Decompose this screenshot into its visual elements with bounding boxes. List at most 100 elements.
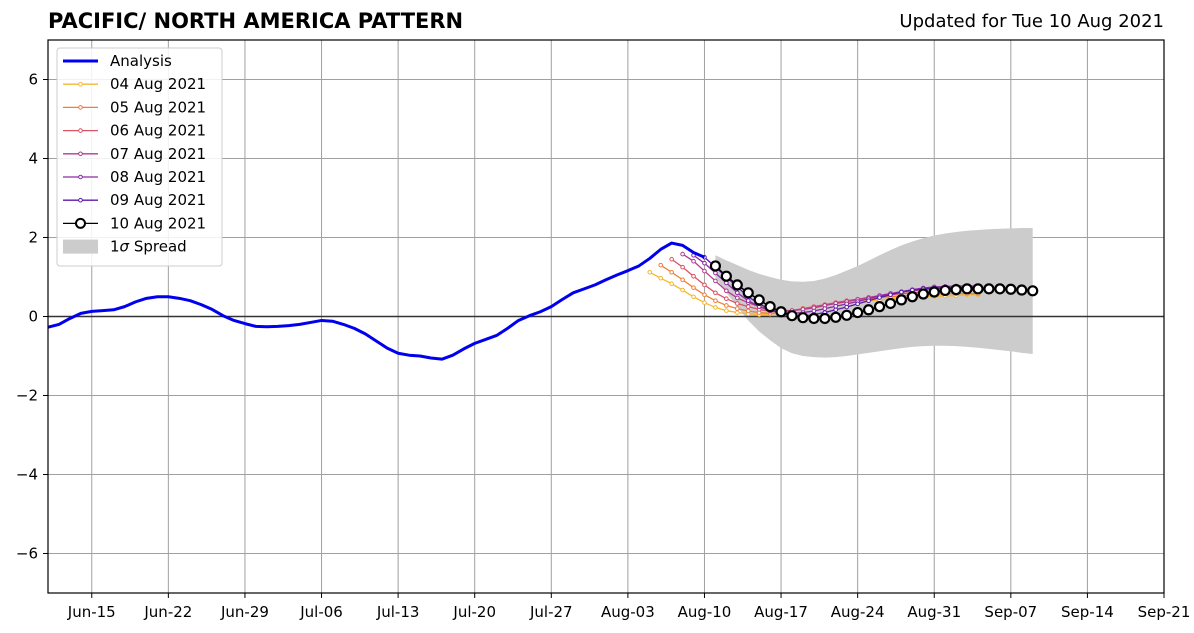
data-point [844,304,850,310]
legend-marker [78,105,83,110]
data-point [841,309,853,321]
data-point [702,268,707,274]
data-point [855,301,860,307]
spread-band [715,228,1033,358]
legend: Analysis 04 Aug 2021 05 Aug 2021 06 Aug 202… [56,47,223,267]
legend-label: 08 Aug 2021 [110,168,206,186]
y-tick-label: 2 [28,229,38,247]
series-line [682,253,979,312]
data-point [775,306,787,318]
legend-label: 1σ Spread [110,238,187,256]
data-point [734,295,740,301]
y-axis: −6 −4 −2 0 2 4 6 [16,71,48,563]
data-point [917,288,929,300]
legend-item-07-aug-2021: 07 Aug 2021 [63,145,206,163]
x-tick-label: Jun-22 [143,603,192,621]
data-point [724,308,729,313]
x-tick-label: Jul-20 [452,603,496,621]
data-point [745,298,751,304]
legend-item-spread: 1σ Spread [63,238,187,256]
data-point [786,310,798,322]
data-point [808,312,820,325]
data-point [724,296,729,302]
legend-label: 09 Aug 2021 [110,191,206,209]
data-point [709,260,722,272]
data-point [734,290,740,296]
legend-item-06-aug-2021: 06 Aug 2021 [63,122,206,140]
legend-swatch [63,239,98,254]
y-tick-label: 0 [28,308,38,326]
x-tick-label: Jul-13 [376,603,420,621]
data-point [713,298,718,304]
data-point [669,269,674,275]
legend-label: 06 Aug 2021 [110,122,206,140]
x-tick-label: Sep-07 [984,603,1037,621]
data-point [884,297,897,310]
analysis-series [47,241,706,361]
data-point [691,258,696,264]
data-point [822,306,828,311]
x-tick-label: Jul-27 [529,603,573,621]
data-point [866,298,871,304]
legend-label: 07 Aug 2021 [110,145,206,163]
x-tick-label: Aug-24 [831,603,885,621]
legend-label: 05 Aug 2021 [110,98,206,116]
data-point [852,306,864,319]
data-point [680,251,685,257]
data-point [939,284,951,297]
data-point [731,279,743,291]
y-tick-label: 6 [28,71,38,89]
data-point [647,269,653,275]
data-point [950,284,962,296]
legend-marker [78,81,83,87]
data-point [734,310,740,315]
data-point [658,275,664,281]
data-point [877,295,882,300]
legend-marker [78,197,83,203]
x-tick-label: Jun-29 [220,603,269,621]
data-point [928,286,940,298]
legend-label: Analysis [110,52,172,70]
data-point [895,294,908,306]
legend-marker [78,128,83,133]
data-point [873,301,886,313]
x-tick-label: Aug-03 [601,603,655,621]
data-point [742,287,754,299]
data-point [691,294,696,300]
data-point [724,303,729,308]
y-tick-label: −2 [16,387,38,405]
x-tick-label: Aug-31 [907,603,961,621]
x-tick-label: Aug-10 [678,603,732,621]
x-tick-label: Aug-17 [754,603,808,621]
x-tick-label: Jun-15 [67,603,116,621]
data-point [753,294,765,306]
data-point [1005,283,1017,295]
legend-item-08-aug-2021: 08 Aug 2021 [63,168,206,186]
chart-subtitle: Updated for Tue 10 Aug 2021 [899,11,1164,32]
legend-label: 04 Aug 2021 [110,75,206,93]
data-point [702,292,707,298]
chart-title: PACIFIC/ NORTH AMERICA PATTERN [48,9,464,33]
data-point [862,304,875,316]
y-tick-label: −6 [16,545,38,563]
forecast-series [647,251,1039,325]
data-point [713,278,718,284]
x-tick-label: Sep-14 [1061,603,1114,621]
data-point [680,264,685,270]
data-point [1016,284,1028,296]
analysis-line [47,241,706,361]
data-point [899,289,904,295]
data-point [713,305,718,310]
data-point [720,270,732,282]
data-point [994,283,1006,295]
legend-box [56,47,223,267]
data-point [745,304,751,309]
x-axis: Jun-15 Jun-22 Jun-29 Jul-06 Jul-13 Jul-20 Jul-… [67,593,1190,621]
data-point [819,312,831,325]
data-point [734,306,740,311]
data-point [764,301,776,313]
data-point [734,301,740,306]
data-point [691,273,696,279]
data-point [680,277,685,283]
